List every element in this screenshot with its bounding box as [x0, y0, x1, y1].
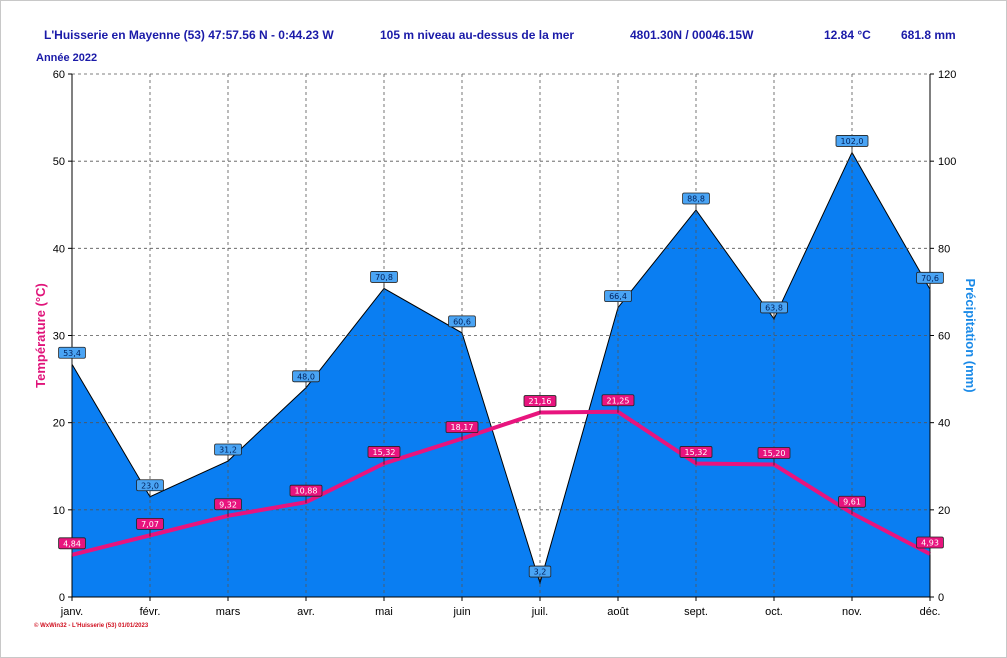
right-tick-label: 60 [938, 331, 950, 343]
precipitation-outline [71, 151, 931, 585]
right-tick-label: 20 [938, 505, 950, 517]
x-tick-label: déc. [920, 606, 941, 618]
temperature-data-label: 4,93 [916, 536, 944, 556]
left-axis-title: Température (°C) [33, 283, 48, 388]
precipitation-data-label: 60,6 [448, 315, 476, 334]
left-tick-label: 30 [53, 331, 65, 343]
svg-text:23,0: 23,0 [141, 481, 159, 490]
precipitation-data-label: 66,4 [604, 290, 632, 309]
svg-text:70,8: 70,8 [375, 273, 393, 282]
svg-text:48,0: 48,0 [297, 372, 315, 381]
precipitation-data-label: 23,0 [136, 479, 164, 498]
svg-text:7,07: 7,07 [141, 520, 159, 529]
right-tick-label: 40 [938, 418, 950, 430]
temperature-data-label: 9,61 [838, 495, 866, 515]
svg-text:31,2: 31,2 [219, 446, 237, 455]
year-label: Année 2022 [36, 52, 98, 64]
svg-text:15,20: 15,20 [763, 449, 786, 458]
right-tick-label: 80 [938, 243, 950, 255]
temperature-data-label: 9,32 [214, 498, 242, 517]
svg-text:4,93: 4,93 [921, 539, 939, 548]
svg-text:60,6: 60,6 [453, 317, 471, 326]
x-tick-label: juil. [531, 606, 549, 618]
svg-text:9,61: 9,61 [843, 498, 861, 507]
x-tick-label: août [607, 606, 628, 618]
precipitation-data-label: 48,0 [292, 370, 320, 389]
svg-text:66,4: 66,4 [609, 292, 627, 301]
precipitation-data-label: 70,6 [916, 271, 944, 291]
temperature-line [71, 409, 931, 557]
header-bar: L'Huisserie en Mayenne (53) 47:57.56 N -… [0, 28, 1007, 46]
temperature-data-label: 18,17 [445, 421, 479, 440]
left-tick-label: 20 [53, 418, 65, 430]
temperature-data-label: 15,32 [679, 446, 713, 465]
x-tick-label: juin [452, 606, 470, 618]
right-tick-label: 120 [938, 69, 956, 81]
left-tick-label: 40 [53, 243, 65, 255]
x-tick-label: oct. [765, 606, 783, 618]
svg-text:21,25: 21,25 [607, 396, 630, 405]
x-tick-label: janv. [60, 606, 83, 618]
svg-text:21,16: 21,16 [529, 397, 552, 406]
right-tick-label: 100 [938, 156, 956, 168]
x-tick-label: mai [375, 606, 393, 618]
svg-text:70,6: 70,6 [921, 274, 939, 283]
mean-temperature: 12.84 °C [824, 28, 871, 42]
left-tick-label: 50 [53, 156, 65, 168]
svg-text:18,17: 18,17 [451, 423, 474, 432]
svg-text:53,4: 53,4 [63, 349, 81, 358]
svg-text:102,0: 102,0 [841, 137, 864, 146]
footer-credit: © WxWin32 - L'Huisserie (53) 01/01/2023 [34, 623, 149, 629]
svg-text:63,8: 63,8 [765, 303, 783, 312]
temperature-data-label: 15,20 [757, 447, 791, 466]
station-title: L'Huisserie en Mayenne (53) 47:57.56 N -… [44, 28, 334, 42]
precipitation-data-label: 70,8 [370, 271, 398, 290]
precipitation-data-label: 102,0 [835, 135, 869, 154]
precipitation-data-label: 63,8 [760, 301, 788, 320]
total-precipitation: 681.8 mm [901, 28, 956, 42]
x-tick-label: sept. [684, 606, 708, 618]
precipitation-data-label: 3,2 [528, 565, 552, 585]
svg-text:15,32: 15,32 [685, 448, 708, 457]
precipitation-area [72, 152, 930, 597]
right-axis-title: Précipitation (mm) [963, 278, 978, 392]
svg-text:3,2: 3,2 [534, 568, 547, 577]
temperature-data-label: 21,25 [601, 394, 635, 413]
temperature-data-label: 10,88 [289, 484, 323, 504]
svg-text:4,84: 4,84 [63, 539, 81, 548]
temperature-data-label: 4,84 [58, 537, 86, 556]
coordinates-text: 4801.30N / 00046.15W [630, 28, 754, 42]
svg-text:10,88: 10,88 [295, 487, 318, 496]
svg-text:15,32: 15,32 [373, 448, 396, 457]
altitude-text: 105 m niveau au-dessus de la mer [380, 28, 575, 42]
svg-text:88,8: 88,8 [687, 194, 705, 203]
left-tick-label: 60 [53, 69, 65, 81]
temperature-data-label: 15,32 [367, 446, 401, 465]
x-tick-label: nov. [842, 606, 862, 618]
temperature-data-label: 7,07 [136, 517, 164, 537]
precipitation-data-label: 88,8 [682, 192, 710, 211]
x-tick-label: févr. [140, 606, 161, 618]
precipitation-data-label: 31,2 [214, 443, 242, 463]
precipitation-data-label: 53,4 [58, 346, 86, 366]
right-tick-label: 0 [938, 592, 944, 604]
left-tick-label: 0 [59, 592, 65, 604]
svg-text:9,32: 9,32 [219, 500, 237, 509]
temperature-data-label: 21,16 [523, 395, 557, 414]
x-tick-label: mars [216, 606, 241, 618]
left-tick-label: 10 [53, 505, 65, 517]
x-tick-label: avr. [297, 606, 315, 618]
